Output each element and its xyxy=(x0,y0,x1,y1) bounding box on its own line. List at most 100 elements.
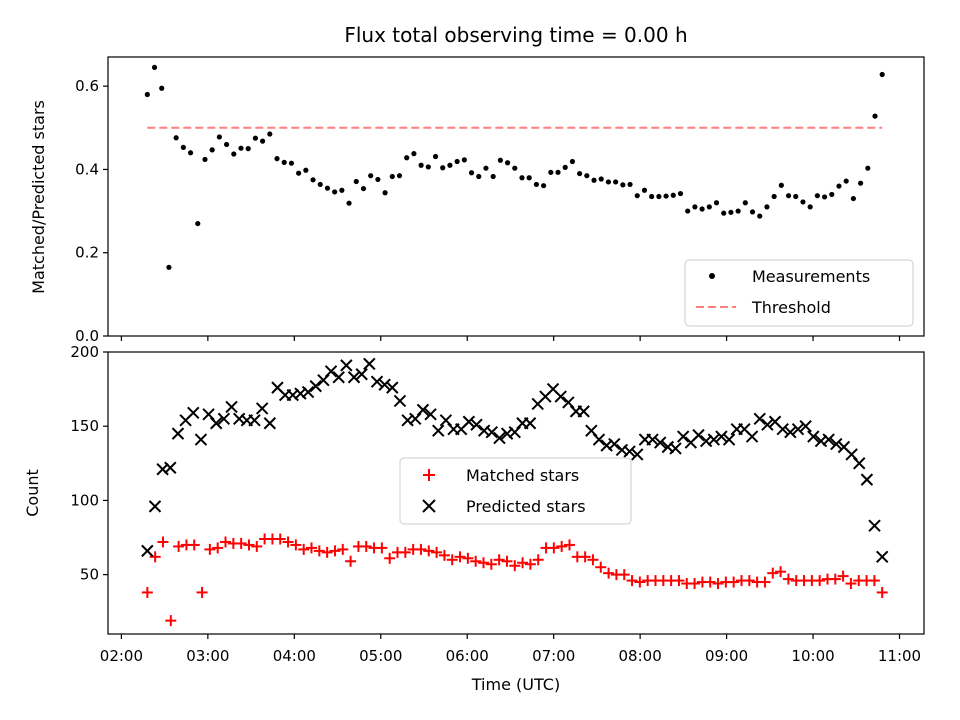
legend-predicted-label: Predicted stars xyxy=(466,497,586,516)
measurement-point xyxy=(375,176,381,183)
measurement-point xyxy=(512,165,518,171)
predicted-star-point xyxy=(830,437,843,451)
measurement-point xyxy=(728,209,734,215)
matched-star-point xyxy=(579,551,591,563)
bottom-legend: Matched stars Predicted stars xyxy=(399,457,632,525)
matched-star-point xyxy=(532,554,544,566)
measurement-point xyxy=(483,165,489,171)
measurement-point xyxy=(677,190,684,197)
predicted-star-point xyxy=(807,430,820,443)
measurement-point xyxy=(296,170,302,176)
x-tick-label: 06:00 xyxy=(446,647,489,665)
predicted-star-point xyxy=(401,414,414,427)
legend-measurements-marker xyxy=(709,273,715,279)
measurement-point xyxy=(209,147,215,153)
legend-predicted-marker xyxy=(422,499,436,513)
measurement-point xyxy=(432,153,439,160)
predicted-star-point xyxy=(699,434,713,448)
measurement-point xyxy=(231,151,237,157)
measurement-point xyxy=(872,113,878,119)
measurement-point xyxy=(317,181,323,188)
matched-star-point xyxy=(868,575,880,587)
measurement-point xyxy=(656,193,662,200)
measurement-point xyxy=(468,170,475,176)
measurement-point xyxy=(159,85,165,91)
measurement-point xyxy=(497,157,503,163)
legend-matched-marker xyxy=(423,469,435,481)
predicted-star-point xyxy=(692,428,705,442)
predicted-star-point xyxy=(523,417,537,430)
x-tick-label: 02:00 xyxy=(100,647,143,665)
matched-star-point xyxy=(431,546,443,558)
predicted-star-point xyxy=(485,425,499,439)
bottom-y-tick-label: 100 xyxy=(70,491,99,509)
predicted-star-point xyxy=(332,371,345,384)
matched-star-point xyxy=(595,561,607,573)
matched-star-point xyxy=(524,558,536,570)
measurement-point xyxy=(526,175,532,181)
predicted-star-point xyxy=(187,406,200,420)
predicted-star-point xyxy=(286,388,299,402)
measurement-point xyxy=(577,170,583,177)
top-y-tick-label: 0.4 xyxy=(75,160,99,178)
predicted-star-point xyxy=(194,433,208,446)
predicted-star-point xyxy=(853,457,866,470)
measurement-point xyxy=(605,179,612,185)
measurement-point xyxy=(627,181,633,188)
measurement-point xyxy=(173,135,179,141)
matched-star-point xyxy=(775,566,787,578)
predicted-star-point xyxy=(263,417,277,430)
measurement-point xyxy=(540,183,547,189)
predicted-star-point xyxy=(623,445,636,458)
x-tick-label: 03:00 xyxy=(186,647,229,665)
measurement-point xyxy=(785,193,792,199)
predicted-star-point xyxy=(294,387,307,400)
matched-star-point xyxy=(517,557,529,569)
matched-star-point xyxy=(829,573,841,585)
measurement-point xyxy=(187,150,194,156)
predicted-star-point xyxy=(141,544,154,558)
predicted-star-point xyxy=(608,437,621,451)
measurement-point xyxy=(368,173,374,179)
predicted-star-point xyxy=(761,418,774,431)
measurement-point xyxy=(814,193,820,199)
measurement-point xyxy=(389,173,395,180)
measurement-point xyxy=(440,165,446,171)
bottom-y-axis-label: Count xyxy=(23,469,42,517)
predicted-star-point xyxy=(799,420,812,433)
measurement-point xyxy=(757,213,763,219)
matched-star-point xyxy=(282,536,294,548)
measurement-point xyxy=(223,141,230,148)
matched-star-point xyxy=(837,570,849,582)
measurement-point xyxy=(706,204,712,210)
matched-star-point xyxy=(345,555,357,567)
top-x-ticks xyxy=(120,336,901,341)
predicted-star-point xyxy=(631,448,644,461)
matched-star-point xyxy=(290,539,302,551)
x-tick-label: 09:00 xyxy=(705,647,748,665)
matched-star-point xyxy=(673,575,685,587)
predicted-star-point xyxy=(148,500,162,513)
top-legend: Measurements Threshold xyxy=(684,259,914,327)
matched-star-point xyxy=(313,545,325,557)
measurement-point xyxy=(260,138,266,144)
predicted-star-point xyxy=(378,378,391,391)
measurement-point xyxy=(339,187,345,193)
predicted-star-point xyxy=(324,365,338,378)
measurement-point xyxy=(764,204,770,210)
measurement-point xyxy=(598,176,604,182)
predicted-star-point xyxy=(776,422,789,436)
measurement-point xyxy=(252,135,259,141)
matched-stars-points xyxy=(141,533,888,627)
predicted-star-point xyxy=(493,431,506,445)
x-tick-label: 10:00 xyxy=(791,647,834,665)
predicted-star-point xyxy=(301,385,315,399)
measurement-point xyxy=(281,159,287,165)
measurement-point xyxy=(850,195,856,202)
predicted-star-point xyxy=(876,550,889,564)
measurement-points xyxy=(144,64,885,270)
measurement-point xyxy=(144,91,150,98)
matched-star-point xyxy=(384,552,396,564)
predicted-star-point xyxy=(753,412,766,425)
